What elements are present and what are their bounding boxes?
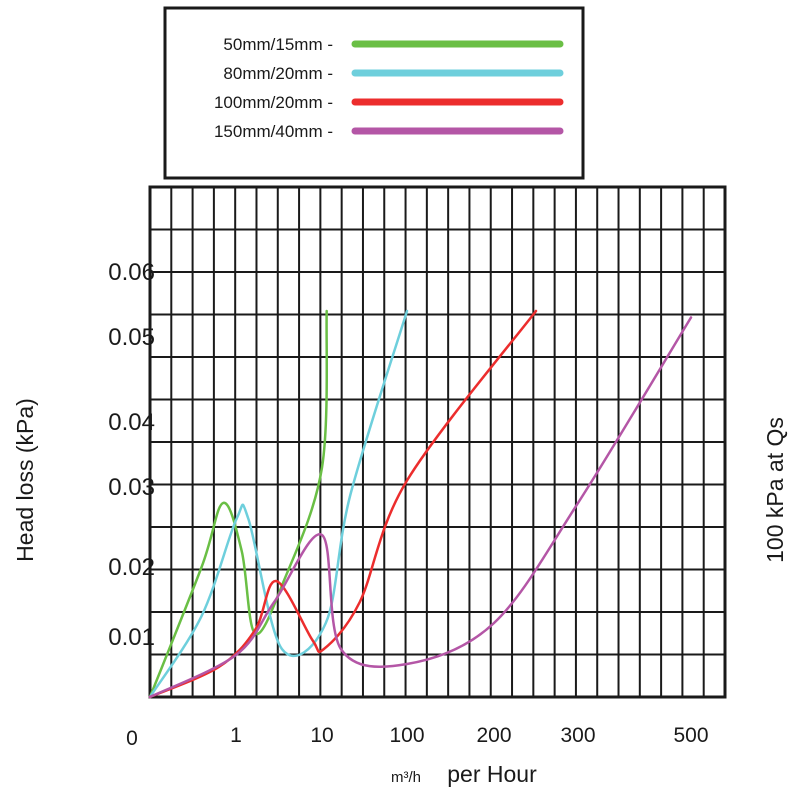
- y-tick-label: 0.02: [108, 554, 155, 581]
- y-tick-label: 0.04: [108, 409, 155, 436]
- y-tick-labels: 0.06 0.05 0.04 0.03 0.02 0.01: [108, 259, 155, 651]
- x-tick-label: 0: [126, 727, 138, 750]
- x-tick-label: 500: [673, 724, 708, 747]
- series-line-80mm: [148, 309, 409, 699]
- y-axis-title: Head loss (kPa): [12, 398, 38, 562]
- y-tick-label: 0.05: [108, 324, 155, 351]
- x-tick-label: 100: [389, 724, 424, 747]
- legend: 50mm/15mm - 80mm/20mm - 100mm/20mm - 150…: [163, 6, 585, 180]
- series-line-150mm: [148, 316, 693, 699]
- series-layer: [148, 309, 693, 699]
- x-tick-label: 300: [560, 724, 595, 747]
- series-line-100mm: [148, 309, 538, 699]
- x-tick-label: 200: [476, 724, 511, 747]
- y-tick-label: 0.01: [108, 624, 155, 651]
- y-tick-label: 0.03: [108, 474, 155, 501]
- right-axis-title: 100 kPa at Qs: [762, 417, 788, 563]
- x-tick-label: 1: [230, 724, 242, 747]
- x-axis-title: per Hour: [447, 761, 537, 787]
- plot-frame: [148, 185, 727, 699]
- legend-label-100mm: 100mm/20mm -: [214, 93, 333, 112]
- plot-grid: [150, 187, 725, 697]
- legend-label-80mm: 80mm/20mm -: [223, 64, 333, 83]
- x-tick-labels: 0 1 10 100 200 300 500: [126, 724, 708, 750]
- x-axis-unit: m³/h: [391, 769, 421, 786]
- x-tick-label: 10: [310, 724, 333, 747]
- legend-label-50mm: 50mm/15mm -: [223, 35, 333, 54]
- y-tick-label: 0.06: [108, 259, 155, 286]
- legend-label-150mm: 150mm/40mm -: [214, 122, 333, 141]
- series-line-50mm: [148, 309, 329, 699]
- legend-box: [163, 6, 585, 180]
